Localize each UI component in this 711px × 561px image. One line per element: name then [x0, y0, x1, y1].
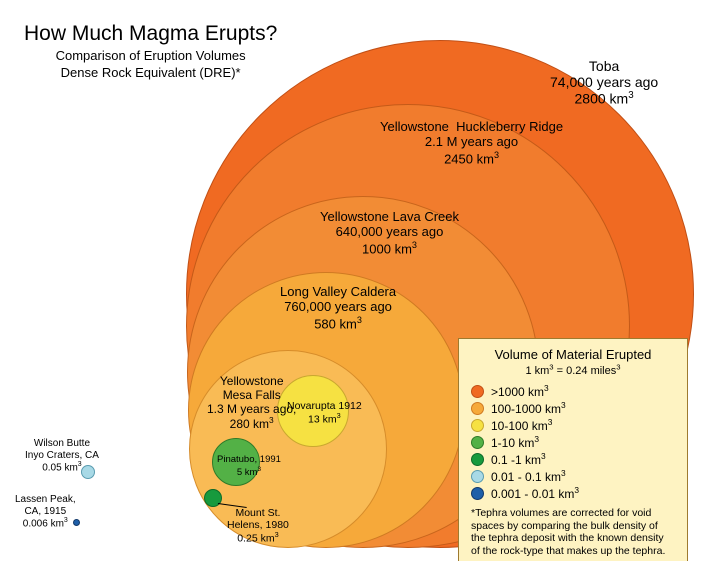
- legend-row-2: 10-100 km3: [471, 417, 675, 433]
- legend-label-0: >1000 km3: [491, 383, 549, 399]
- legend-footnote: *Tephra volumes are corrected for void s…: [471, 507, 675, 557]
- page-title: How Much Magma Erupts?: [24, 22, 277, 46]
- legend-swatch-4: [471, 453, 484, 466]
- subtitle-1: Comparison of Eruption Volumes: [24, 48, 277, 63]
- legend-title-line2: 1 km3 = 0.24 miles3: [525, 365, 620, 377]
- eruption-label-huckleberry: Yellowstone Huckleberry Ridge 2.1 M year…: [380, 120, 563, 167]
- eruption-label-mesafalls: Yellowstone Mesa Falls 1.3 M years ago, …: [207, 375, 296, 432]
- legend-label-2: 10-100 km3: [491, 417, 552, 433]
- legend-row-0: >1000 km3: [471, 383, 675, 399]
- eruption-label-novarupta: Novarupta 1912 13 km3: [287, 400, 362, 426]
- eruption-label-wilson: Wilson Butte Inyo Craters, CA 0.05 km3: [25, 438, 99, 474]
- eruption-label-pinatubo: Pinatubo, 1991 5 km3: [217, 455, 281, 479]
- legend-title-line1: Volume of Material Erupted: [495, 347, 652, 362]
- eruption-label-toba: Toba 74,000 years ago 2800 km3: [550, 58, 658, 107]
- legend-title: Volume of Material Erupted 1 km3 = 0.24 …: [471, 347, 675, 377]
- legend-label-6: 0.001 - 0.01 km3: [491, 485, 579, 501]
- legend-swatch-5: [471, 470, 484, 483]
- eruption-label-sthelens: Mount St. Helens, 1980 0.25 km3: [227, 507, 289, 545]
- title-block: How Much Magma Erupts? Comparison of Eru…: [24, 22, 277, 80]
- legend-swatch-6: [471, 487, 484, 500]
- legend-label-4: 0.1 -1 km3: [491, 451, 546, 467]
- legend-row-1: 100-1000 km3: [471, 400, 675, 416]
- legend-label-1: 100-1000 km3: [491, 400, 566, 416]
- legend-label-3: 1-10 km3: [491, 434, 539, 450]
- legend-swatch-3: [471, 436, 484, 449]
- legend-swatch-1: [471, 402, 484, 415]
- legend-swatch-2: [471, 419, 484, 432]
- eruption-label-lavacreek: Yellowstone Lava Creek 640,000 years ago…: [320, 210, 459, 257]
- eruption-label-longvalley: Long Valley Caldera 760,000 years ago 58…: [280, 285, 396, 332]
- legend-row-4: 0.1 -1 km3: [471, 451, 675, 467]
- subtitle-2: Dense Rock Equivalent (DRE)*: [24, 65, 277, 80]
- eruption-label-lassen: Lassen Peak, CA, 1915 0.006 km3: [15, 494, 76, 530]
- legend-panel: Volume of Material Erupted 1 km3 = 0.24 …: [458, 338, 688, 561]
- legend-row-6: 0.001 - 0.01 km3: [471, 485, 675, 501]
- legend-label-5: 0.01 - 0.1 km3: [491, 468, 566, 484]
- infographic-stage: How Much Magma Erupts? Comparison of Eru…: [0, 0, 711, 561]
- legend-items: >1000 km3100-1000 km310-100 km31-10 km30…: [471, 383, 675, 501]
- legend-swatch-0: [471, 385, 484, 398]
- legend-row-3: 1-10 km3: [471, 434, 675, 450]
- legend-row-5: 0.01 - 0.1 km3: [471, 468, 675, 484]
